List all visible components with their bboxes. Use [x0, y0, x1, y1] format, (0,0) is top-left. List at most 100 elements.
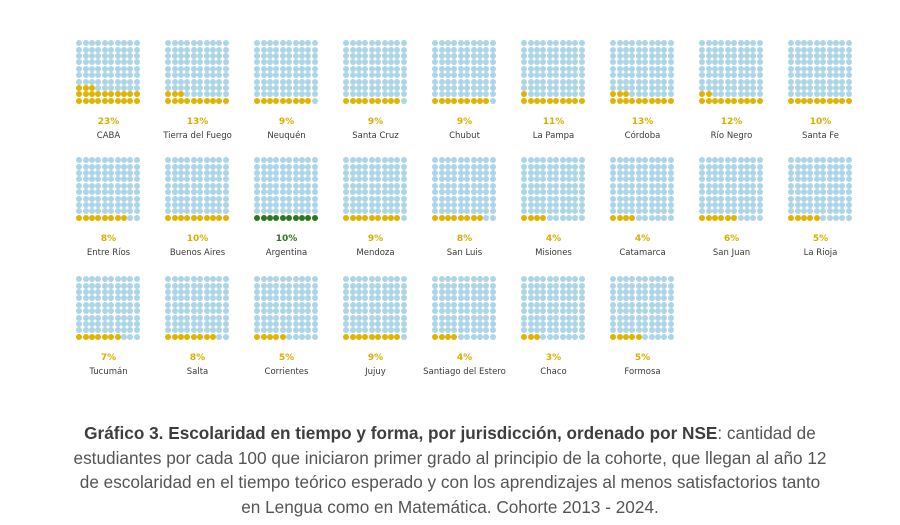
empty-dot — [362, 282, 369, 289]
empty-dot — [203, 78, 210, 85]
empty-dot — [279, 182, 286, 189]
empty-dot — [394, 276, 401, 283]
empty-dot — [635, 327, 642, 334]
empty-dot — [203, 182, 210, 189]
empty-dot — [260, 157, 267, 164]
empty-dot — [273, 169, 280, 176]
empty-dot — [95, 52, 102, 59]
empty-dot — [127, 78, 134, 85]
empty-dot — [165, 65, 172, 72]
empty-dot — [578, 195, 585, 202]
empty-dot — [190, 163, 197, 170]
empty-dot — [349, 182, 356, 189]
jurisdiction-label: Tucumán — [89, 367, 128, 377]
empty-dot — [788, 208, 795, 215]
empty-dot — [533, 182, 540, 189]
empty-dot — [832, 84, 839, 91]
empty-dot — [648, 189, 655, 196]
empty-dot — [114, 308, 121, 315]
empty-dot — [553, 333, 560, 340]
empty-dot — [457, 301, 464, 308]
empty-dot — [311, 52, 318, 59]
empty-dot — [343, 320, 350, 327]
empty-dot — [292, 84, 299, 91]
empty-dot — [572, 301, 579, 308]
filled-dot — [171, 333, 178, 340]
empty-dot — [165, 176, 172, 183]
empty-dot — [750, 169, 757, 176]
empty-dot — [845, 72, 852, 79]
empty-dot — [355, 40, 362, 47]
empty-dot — [826, 208, 833, 215]
empty-dot — [101, 314, 108, 321]
empty-dot — [470, 176, 477, 183]
empty-dot — [375, 288, 382, 295]
empty-dot — [343, 40, 350, 47]
empty-dot — [311, 208, 318, 215]
empty-dot — [298, 40, 305, 47]
empty-dot — [654, 157, 661, 164]
filled-dot — [705, 214, 712, 221]
empty-dot — [622, 201, 629, 208]
filled-dot — [629, 333, 636, 340]
empty-dot — [711, 46, 718, 53]
empty-dot — [616, 208, 623, 215]
empty-dot — [756, 40, 763, 47]
empty-dot — [305, 91, 312, 98]
empty-dot — [743, 78, 750, 85]
empty-dot — [540, 65, 547, 72]
empty-dot — [88, 72, 95, 79]
empty-dot — [394, 301, 401, 308]
empty-dot — [355, 157, 362, 164]
filled-dot — [667, 97, 674, 104]
empty-dot — [355, 182, 362, 189]
empty-dot — [165, 320, 172, 327]
empty-dot — [750, 182, 757, 189]
empty-dot — [750, 176, 757, 183]
empty-dot — [76, 176, 83, 183]
empty-dot — [203, 282, 210, 289]
empty-dot — [88, 52, 95, 59]
empty-dot — [279, 46, 286, 53]
percentage-label: 8% — [456, 234, 473, 244]
empty-dot — [654, 52, 661, 59]
empty-dot — [642, 40, 649, 47]
empty-dot — [565, 195, 572, 202]
empty-dot — [101, 84, 108, 91]
empty-dot — [101, 308, 108, 315]
filled-dot — [642, 97, 649, 104]
empty-dot — [381, 327, 388, 334]
empty-dot — [629, 169, 636, 176]
empty-dot — [642, 176, 649, 183]
empty-dot — [355, 84, 362, 91]
empty-dot — [349, 320, 356, 327]
empty-dot — [743, 176, 750, 183]
filled-dot — [343, 333, 350, 340]
empty-dot — [184, 40, 191, 47]
empty-dot — [483, 276, 490, 283]
filled-dot — [203, 97, 210, 104]
empty-dot — [667, 214, 674, 221]
empty-dot — [254, 163, 261, 170]
empty-dot — [184, 163, 191, 170]
empty-dot — [565, 176, 572, 183]
empty-dot — [610, 157, 617, 164]
filled-dot — [476, 214, 483, 221]
filled-dot — [731, 97, 738, 104]
empty-dot — [120, 52, 127, 59]
empty-dot — [381, 91, 388, 98]
empty-dot — [368, 65, 375, 72]
empty-dot — [216, 201, 223, 208]
empty-dot — [807, 40, 814, 47]
empty-dot — [540, 182, 547, 189]
filled-dot — [120, 97, 127, 104]
waffle-panel-río-negro: 12% Río Negro — [687, 40, 776, 141]
empty-dot — [826, 78, 833, 85]
empty-dot — [559, 195, 566, 202]
empty-dot — [311, 327, 318, 334]
waffle-grid — [343, 276, 407, 340]
empty-dot — [298, 314, 305, 321]
empty-dot — [737, 46, 744, 53]
empty-dot — [629, 78, 636, 85]
empty-dot — [483, 72, 490, 79]
